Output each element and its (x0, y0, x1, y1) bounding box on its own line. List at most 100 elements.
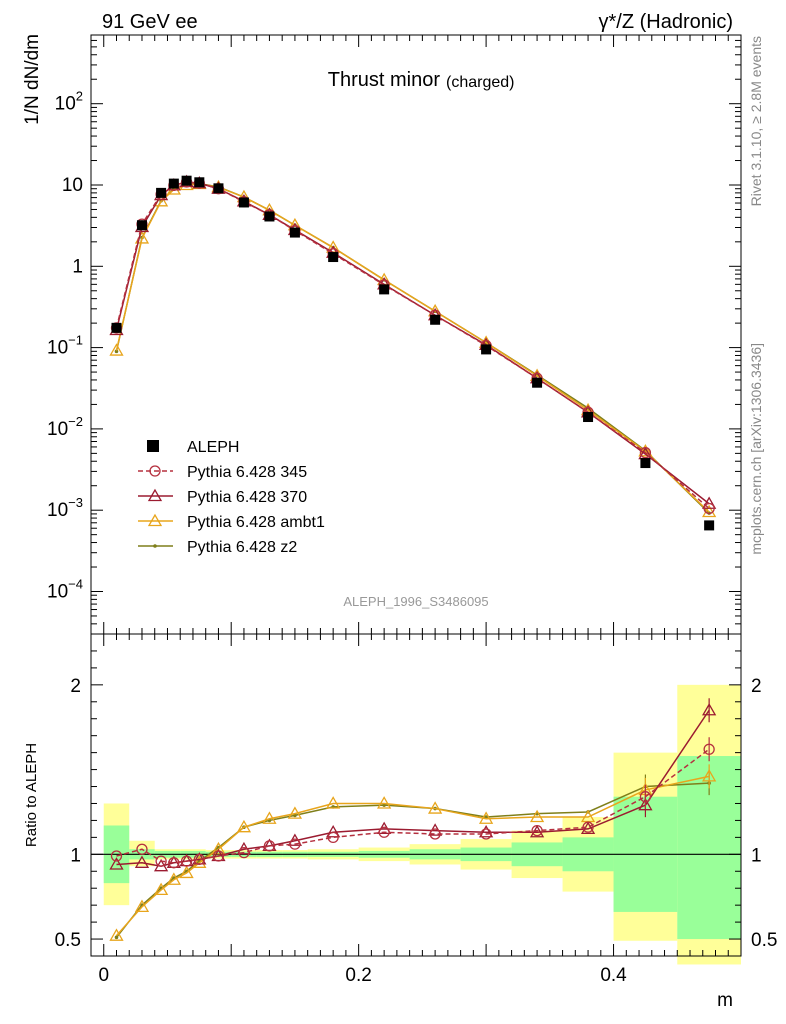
data-point (136, 220, 147, 231)
data-point (532, 377, 543, 388)
ratio-series-point (529, 809, 545, 823)
ratio-y-tick-label: 0.5 (55, 930, 81, 951)
data-point (289, 227, 300, 238)
data-point (213, 183, 224, 194)
data-point (583, 412, 594, 423)
ratio-series-point (236, 819, 252, 833)
ratio-series-point (289, 838, 301, 850)
ratio-series-point (478, 811, 494, 824)
series-point (702, 496, 717, 509)
ratio-series-point (378, 826, 390, 838)
legend-marker (147, 440, 159, 452)
plot-title: Thrust minor (328, 69, 441, 91)
y-tick-label: 10−1 (47, 333, 83, 359)
x-tick-label: 0.2 (345, 965, 371, 986)
ratio-y-tick-label: 2 (70, 676, 81, 697)
data-point (168, 178, 179, 189)
ratio-y-tick-label-right: 2 (751, 676, 762, 697)
data-point (481, 344, 492, 355)
ratio-series-line (116, 748, 710, 864)
y-tick-label: 10−3 (47, 495, 83, 521)
ratio-series-point (702, 769, 717, 782)
ratio-series-point (238, 846, 250, 859)
ratio-series-point (582, 821, 594, 833)
ratio-series-point (427, 801, 443, 814)
legend: ALEPH Pythia 6.428 345 Pythia 6.428 370 Pyt… (138, 439, 325, 556)
data-point (379, 284, 390, 295)
main-y-label: 1/N dN/dm (22, 34, 43, 125)
ratio-series-point (180, 855, 193, 867)
x-tick-label: 0 (98, 965, 109, 986)
ratio-axes: 0 0.2 0.4 0.5 0.5 1 1 2 2 (55, 633, 777, 986)
ratio-bands (91, 684, 741, 965)
x-axis-label: m (717, 990, 733, 1011)
ratio-series-point (531, 824, 543, 837)
ratio-series-point (639, 791, 652, 803)
rivet-label: Rivet 3.1.10, ≥ 2.8M events (748, 36, 764, 206)
ratio-y-tick-label-right: 0.5 (751, 930, 777, 951)
y-tick-label: 10−2 (47, 414, 83, 440)
series-point (639, 447, 652, 459)
ratio-series-point (110, 850, 123, 862)
ratio-series-point (109, 928, 124, 941)
series-line (115, 181, 710, 510)
ratio-series-point (114, 935, 119, 940)
ratio-series-point (326, 796, 341, 809)
series-point (702, 504, 717, 518)
ratio-series-point (109, 857, 124, 870)
y-tick-label: 1 (72, 256, 83, 277)
ratio-series-line (115, 782, 710, 938)
legend-marker (149, 465, 161, 477)
legend-marker (147, 513, 163, 527)
ratio-series-point (580, 809, 596, 823)
ratio-series-point (702, 702, 717, 716)
ratio-series-point (429, 828, 441, 840)
y-tick-label: 10 (62, 175, 83, 196)
data-point (194, 177, 205, 188)
data-point (328, 252, 339, 263)
ratio-series-point (262, 811, 277, 824)
legend-label: Pythia 6.428 z2 (187, 539, 297, 556)
ratio-series-point (263, 840, 276, 852)
ratio-series-point (638, 797, 653, 811)
series-point (638, 444, 653, 457)
ratio-plot: 0 0.2 0.4 0.5 0.5 1 1 2 2 Ratio to ALEPH m (23, 633, 777, 1011)
legend-marker (147, 488, 163, 502)
legend-label: Pythia 6.428 370 (187, 489, 307, 506)
ratio-series-point (155, 855, 167, 867)
ratio-y-tick-label-right: 1 (751, 845, 762, 866)
ratio-series-layer (109, 698, 717, 941)
ratio-series-point (179, 865, 194, 879)
data-point (704, 520, 715, 531)
plot-title-suffix: (charged) (446, 74, 514, 91)
series-line (115, 183, 710, 513)
ratio-y-label: Ratio to ALEPH (23, 743, 40, 847)
ratio-series-point (327, 831, 339, 844)
ratio-series-point (326, 824, 341, 838)
ratio-series-point (193, 853, 205, 866)
ratio-series-point (136, 843, 148, 855)
ratio-series-point (377, 796, 392, 809)
data-point (238, 197, 249, 208)
ratio-series-line (116, 709, 710, 867)
data-point (156, 187, 167, 198)
data-point (264, 211, 275, 222)
series-point (703, 502, 715, 515)
ratio-series-point (134, 855, 150, 868)
data-point (640, 458, 651, 469)
data-point (111, 322, 122, 333)
ratio-frame (90, 633, 742, 957)
y-tick-label: 10−4 (47, 576, 83, 602)
ratio-series-point (192, 855, 207, 868)
data-point (430, 314, 441, 325)
series-point (109, 343, 124, 356)
analysis-label: ALEPH_1996_S3486095 (343, 594, 488, 609)
ratio-series-point (153, 882, 169, 896)
ratio-series-point (168, 857, 180, 869)
header-right: γ*/Z (Hadronic) (599, 11, 733, 33)
x-tick-label: 0.4 (600, 965, 627, 986)
ratio-series-point (166, 872, 181, 885)
main-series-layer (109, 174, 717, 531)
ratio-y-tick-label: 1 (70, 845, 81, 866)
ratio-series-point (478, 824, 494, 838)
